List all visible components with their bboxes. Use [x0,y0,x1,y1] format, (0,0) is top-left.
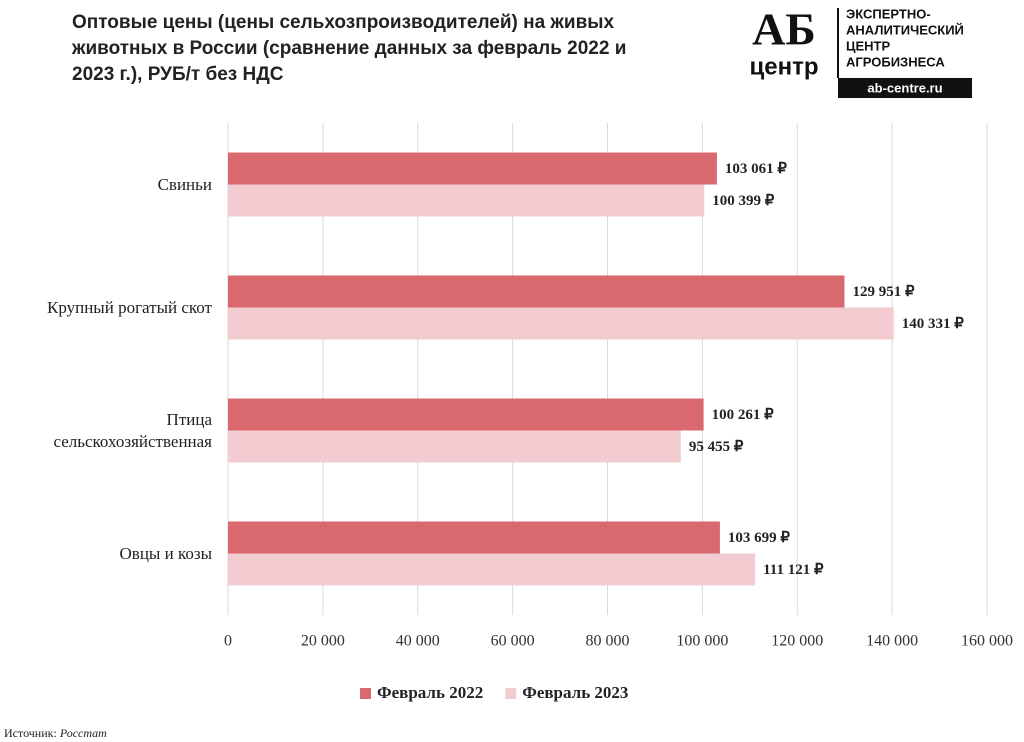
legend-label: Февраль 2023 [522,683,628,702]
logo-line: ЭКСПЕРТНО- [846,6,931,21]
chart: 0 20 000 40 000 60 000 80 000 100 000 120 000 1… [224,123,1013,702]
bar [228,184,705,217]
bar [228,152,717,185]
bar [228,307,894,340]
logo-mark: АБ [752,6,816,55]
bar [228,275,845,308]
y-tick-label: Птица сельскохозяйственная [53,409,212,451]
value-label: 103 061 ₽ [725,161,788,177]
source: Источник: Росстат [4,726,107,741]
bar [228,521,720,554]
value-label: 100 261 ₽ [712,407,775,423]
legend-label: Февраль 2022 [377,683,483,702]
x-tick-label: 60 000 [491,633,535,650]
source-label: Источник: [4,726,57,740]
x-tick-label: 160 000 [961,633,1013,650]
value-label: 129 951 ₽ [852,284,915,300]
value-label: 95 455 ₽ [689,439,744,455]
x-tick-label: 80 000 [586,633,630,650]
x-tick-label: 20 000 [301,633,345,650]
chart-title: Оптовые цены (цены сельхозпроизводителей… [72,12,627,85]
bar [228,553,756,586]
logo: АБ центр ЭКСПЕРТНО- АНАЛИТИЧЕСКИЙ ЦЕНТР … [749,6,972,98]
x-tick-label: 40 000 [396,633,440,650]
x-tick-label: 0 [224,633,232,650]
bar [228,430,681,463]
legend-swatch [505,688,517,699]
legend-swatch [360,688,371,699]
y-tick-label: Овцы и козы [119,543,212,563]
y-tick-label: Крупный рогатый скот [46,297,212,317]
y-tick-label: Свиньи [157,174,212,194]
value-label: 100 399 ₽ [712,193,775,209]
value-label: 103 699 ₽ [728,530,791,546]
value-label: 111 121 ₽ [763,562,824,578]
logo-url: ab-centre.ru [867,80,942,95]
source-name: Росстат [59,726,107,740]
bar [228,398,704,431]
x-tick-label: 140 000 [866,633,918,650]
logo-line: АГРОБИЗНЕСА [846,54,945,69]
x-tick-label: 120 000 [771,633,823,650]
logo-line: ЦЕНТР [846,38,890,53]
logo-mark-sub: центр [749,53,818,80]
logo-line: АНАЛИТИЧЕСКИЙ [846,22,964,37]
x-tick-label: 100 000 [676,633,728,650]
value-label: 140 331 ₽ [902,316,965,332]
